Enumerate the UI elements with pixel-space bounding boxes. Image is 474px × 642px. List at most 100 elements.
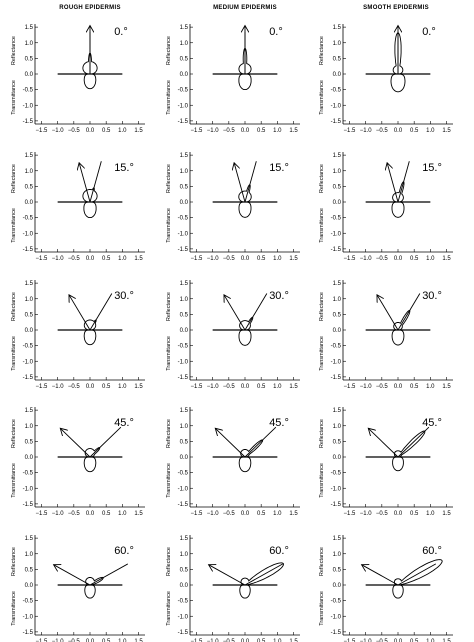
ylabel-reflectance: Reflectance	[319, 547, 325, 576]
x-tick-label: 1.0	[426, 128, 435, 134]
y-tick-label: 0.0	[333, 328, 342, 334]
x-tick-label: −0.5	[223, 384, 236, 390]
transmittance-lobe	[391, 329, 405, 346]
ylabel-transmittance: Transmittance	[319, 463, 325, 498]
reflectance-lobe	[240, 562, 284, 586]
x-tick-label: 0.0	[394, 128, 403, 134]
x-tick-label: 1.5	[442, 511, 451, 517]
x-tick-label: 1.5	[134, 639, 143, 642]
x-tick-label: 1.5	[134, 256, 143, 262]
incident-beam-line	[89, 161, 102, 203]
incident-beam-line	[89, 426, 122, 458]
panel-0: 1.5 1.0 0.5 0.0 -0.5 -1.0 -1.5−1.5 −1.0 −0.5 0.0 0…	[11, 24, 145, 134]
y-tick-label: -1.0	[331, 486, 342, 492]
x-tick-label: 0.0	[86, 511, 95, 517]
y-tick-label: 0.5	[180, 439, 189, 445]
incidence-angle-label: 45.°	[114, 417, 134, 429]
reflectance-lobe	[239, 316, 254, 331]
y-tick-label: -1.0	[178, 231, 189, 237]
x-tick-label: 1.0	[118, 128, 127, 134]
incidence-angle-label: 0.°	[114, 26, 128, 38]
ylabel-reflectance: Reflectance	[11, 292, 17, 321]
x-tick-label: 0.0	[241, 256, 250, 262]
y-tick-label: -0.5	[331, 216, 342, 222]
y-tick-label: -1.0	[23, 103, 34, 109]
y-tick-label: -1.0	[331, 103, 342, 109]
x-tick-label: 0.5	[257, 128, 266, 134]
incidence-angle-label: 15.°	[269, 162, 289, 174]
y-tick-label: -1.5	[178, 502, 189, 508]
ylabel-transmittance: Transmittance	[319, 80, 325, 115]
y-tick-label: 1.0	[25, 169, 34, 175]
transmittance-lobe	[84, 584, 96, 599]
x-tick-label: 1.5	[134, 384, 143, 390]
transmittance-lobe	[83, 329, 97, 346]
x-tick-label: −1.0	[207, 384, 220, 390]
x-tick-label: 0.5	[410, 128, 419, 134]
y-tick-label: -1.5	[331, 502, 342, 508]
y-tick-label: -1.0	[331, 231, 342, 237]
ylabel-reflectance: Reflectance	[166, 36, 172, 65]
incidence-angle-label: 15.°	[422, 162, 442, 174]
x-tick-label: −1.0	[207, 128, 220, 134]
x-tick-label: 1.0	[118, 511, 127, 517]
y-tick-label: 0.0	[180, 72, 189, 78]
ylabel-reflectance: Reflectance	[166, 419, 172, 448]
x-tick-label: −1.5	[344, 384, 357, 390]
y-tick-label: 1.0	[333, 552, 342, 558]
reflectance-lobe	[84, 447, 101, 458]
x-tick-label: 0.5	[257, 256, 266, 262]
x-tick-label: −0.5	[376, 384, 389, 390]
x-tick-label: −0.5	[68, 128, 81, 134]
x-tick-label: 0.5	[102, 639, 111, 642]
reflected-direction-arrow	[377, 295, 399, 331]
x-tick-label: 0.0	[394, 639, 403, 642]
y-tick-label: 1.0	[25, 297, 34, 303]
ylabel-reflectance: Reflectance	[319, 36, 325, 65]
y-tick-label: 1.0	[333, 41, 342, 47]
y-tick-label: -1.5	[331, 119, 342, 125]
incident-beam-line	[89, 293, 113, 331]
transmittance-lobe	[390, 73, 406, 93]
panel-9: 1.5 1.0 0.5 0.0 -0.5 -1.0 -1.5−1.5 −1.0 −0.5 0.0 0…	[11, 407, 145, 517]
incidence-angle-label: 30.°	[269, 290, 289, 302]
x-tick-label: −1.0	[360, 384, 373, 390]
y-tick-label: 0.0	[333, 583, 342, 589]
transmittance-lobe	[238, 456, 252, 473]
incident-beam-line	[244, 293, 268, 331]
y-tick-label: -1.5	[178, 375, 189, 381]
y-tick-label: 0.0	[180, 328, 189, 334]
x-tick-label: −1.5	[36, 256, 49, 262]
y-tick-label: 0.0	[25, 328, 34, 334]
y-tick-label: 1.5	[180, 408, 189, 414]
ylabel-transmittance: Transmittance	[319, 208, 325, 243]
y-tick-label: 0.5	[25, 184, 34, 190]
y-tick-label: 0.5	[180, 567, 189, 573]
panel-11: 1.5 1.0 0.5 0.0 -0.5 -1.0 -1.5−1.5 −1.0 −0.5 0.0 0…	[319, 407, 453, 517]
x-tick-label: 1.0	[426, 639, 435, 642]
incidence-angle-label: 60.°	[269, 545, 289, 557]
y-tick-label: 0.5	[333, 567, 342, 573]
y-tick-label: -1.0	[331, 614, 342, 620]
x-tick-label: 1.5	[442, 639, 451, 642]
ylabel-reflectance: Reflectance	[11, 36, 17, 65]
x-tick-label: −1.0	[52, 256, 65, 262]
y-tick-label: 1.5	[180, 281, 189, 287]
reflected-direction-arrow	[387, 163, 399, 203]
y-tick-label: 1.0	[25, 41, 34, 47]
y-tick-label: 0.5	[180, 312, 189, 318]
column-headers: ROUGH EPIDERMIS MEDIUM EPIDERMIS SMOOTH …	[59, 5, 428, 11]
y-tick-label: 0.0	[333, 455, 342, 461]
y-tick-label: 1.0	[180, 41, 189, 47]
y-tick-label: 0.0	[333, 72, 342, 78]
x-tick-label: −0.5	[223, 639, 236, 642]
transmittance-lobe	[83, 201, 97, 219]
y-tick-label: 1.5	[180, 25, 189, 31]
column-title-rough: ROUGH EPIDERMIS	[59, 5, 121, 11]
incident-beam-line	[244, 426, 277, 458]
reflectance-lobe	[393, 559, 443, 586]
x-tick-label: −0.5	[223, 256, 236, 262]
x-tick-label: −1.5	[344, 511, 357, 517]
ylabel-transmittance: Transmittance	[11, 463, 17, 498]
panel-4: 1.5 1.0 0.5 0.0 -0.5 -1.0 -1.5−1.5 −1.0 −0.5 0.0 0…	[166, 152, 300, 262]
